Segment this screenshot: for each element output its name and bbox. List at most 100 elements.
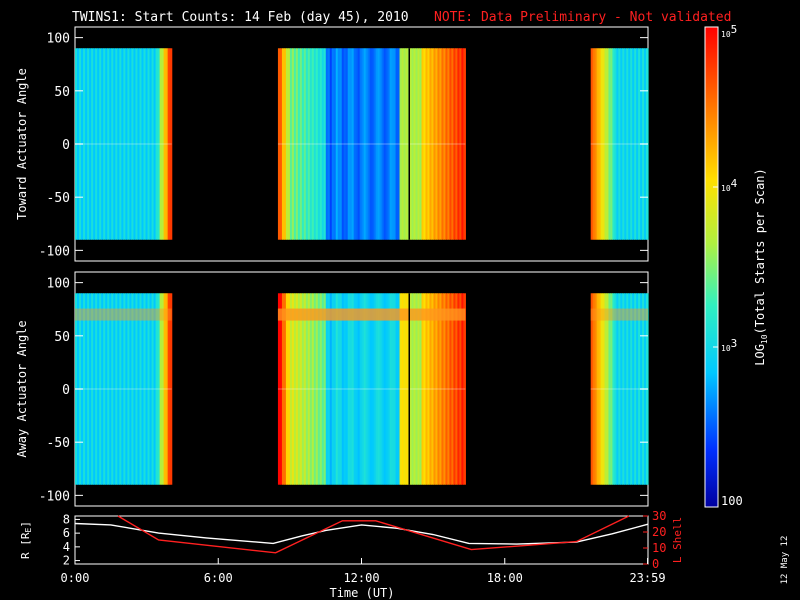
heatmap-column	[612, 293, 616, 485]
heatmap-column	[397, 48, 401, 240]
heatmap-column	[325, 48, 329, 240]
heatmap-column	[411, 48, 415, 240]
heatmap-column	[622, 293, 625, 485]
heatmap-column	[139, 48, 143, 240]
heatmap-column	[97, 48, 100, 240]
heatmap-column	[419, 48, 423, 240]
heatmap-column	[95, 48, 98, 240]
heatmap-column	[295, 48, 299, 240]
heatmap-column	[403, 293, 407, 485]
heatmap-column	[315, 48, 319, 240]
panel-toward: 100 50 0 -50 -100 Toward Actuator Angle	[15, 26, 649, 262]
heatmap-column	[367, 293, 371, 485]
heatmap-column	[359, 293, 363, 485]
heatmap-band	[75, 308, 172, 321]
lshell-axis-ticks: 30 20 10 0	[643, 509, 666, 571]
heatmap-column	[451, 293, 454, 485]
heatmap-column	[137, 293, 141, 485]
heatmap-column	[453, 293, 456, 485]
heatmap-column	[145, 293, 149, 485]
heatmap-column	[319, 293, 323, 485]
heatmap-column	[279, 48, 283, 240]
x-tick-label: 23:59	[629, 571, 665, 585]
heatmap-column	[165, 293, 169, 485]
heatmap-column	[359, 48, 363, 240]
heatmap-column	[133, 48, 137, 240]
heatmap-column	[297, 48, 301, 240]
heatmap-column	[457, 293, 460, 485]
heatmap-column	[291, 293, 295, 485]
heatmap-column	[167, 48, 171, 240]
heatmap-column	[598, 48, 602, 240]
y-tick-label: 0	[62, 383, 70, 398]
heatmap-column	[321, 48, 325, 240]
heatmap-column	[383, 293, 387, 485]
heatmap-column	[347, 48, 351, 240]
heatmap-column	[357, 48, 361, 240]
heatmap-column	[630, 293, 633, 485]
heatmap-column	[149, 293, 153, 485]
heatmap-column	[409, 48, 413, 240]
heatmap-column	[113, 293, 116, 485]
heatmap-column	[293, 293, 297, 485]
heatmap-column	[303, 293, 307, 485]
x-tick-label: 18:00	[487, 571, 523, 585]
heatmap-column	[159, 293, 163, 485]
heatmap-column	[161, 293, 165, 485]
heatmap-column	[445, 293, 449, 485]
heatmap-column	[614, 48, 617, 240]
x-tick-label: 12:00	[343, 571, 379, 585]
y-tick-label: 0	[62, 138, 70, 153]
heatmap-column	[381, 293, 385, 485]
heatmap-column	[315, 293, 319, 485]
heatmap-column	[417, 293, 421, 485]
heatmap-column	[417, 48, 421, 240]
heatmap-column	[317, 48, 321, 240]
heatmap-column	[441, 48, 445, 240]
heatmap-column	[289, 293, 293, 485]
heatmap-column	[439, 293, 443, 485]
heatmap-column	[632, 293, 635, 485]
heatmap-column	[463, 48, 466, 240]
heatmap-column	[401, 293, 405, 485]
heatmap-column	[135, 48, 139, 240]
heatmap-column	[592, 293, 596, 485]
r-tick-label: 4	[63, 540, 70, 554]
heatmap-column	[151, 293, 155, 485]
heatmap-column	[131, 293, 135, 485]
heatmap-column	[397, 293, 401, 485]
heatmap-column	[155, 48, 159, 240]
side-date: 12 May 12	[780, 536, 790, 585]
heatmap-column	[165, 48, 169, 240]
heatmap-column	[604, 48, 608, 240]
heatmap-column	[594, 48, 598, 240]
heatmap-column	[101, 293, 104, 485]
heatmap-column	[107, 48, 110, 240]
heatmap-column	[331, 48, 335, 240]
heatmap-column	[339, 48, 343, 240]
heatmap-column	[429, 293, 433, 485]
heatmap-column	[323, 293, 327, 485]
heatmap-column	[373, 48, 377, 240]
heatmap-column	[349, 48, 353, 240]
heatmap-column	[628, 293, 631, 485]
heatmap-column	[602, 48, 606, 240]
heatmap-column	[129, 48, 132, 240]
heatmap-column	[437, 48, 441, 240]
y-tick-label: -100	[39, 244, 70, 259]
heatmap-column	[447, 48, 450, 240]
heatmap-zero-stripe	[75, 388, 172, 390]
heatmap-column	[618, 48, 621, 240]
heatmap-column	[455, 48, 458, 240]
heatmap-column	[385, 48, 389, 240]
heatmap-column	[351, 293, 355, 485]
heatmap-column	[343, 48, 347, 240]
heatmap-column	[297, 293, 301, 485]
heatmap-column	[423, 293, 427, 485]
heatmap-column	[636, 293, 639, 485]
heatmap-column	[305, 48, 309, 240]
colorbar-tick-label: 100	[721, 494, 743, 508]
heatmap-column	[277, 48, 281, 240]
heatmap-column	[461, 48, 464, 240]
